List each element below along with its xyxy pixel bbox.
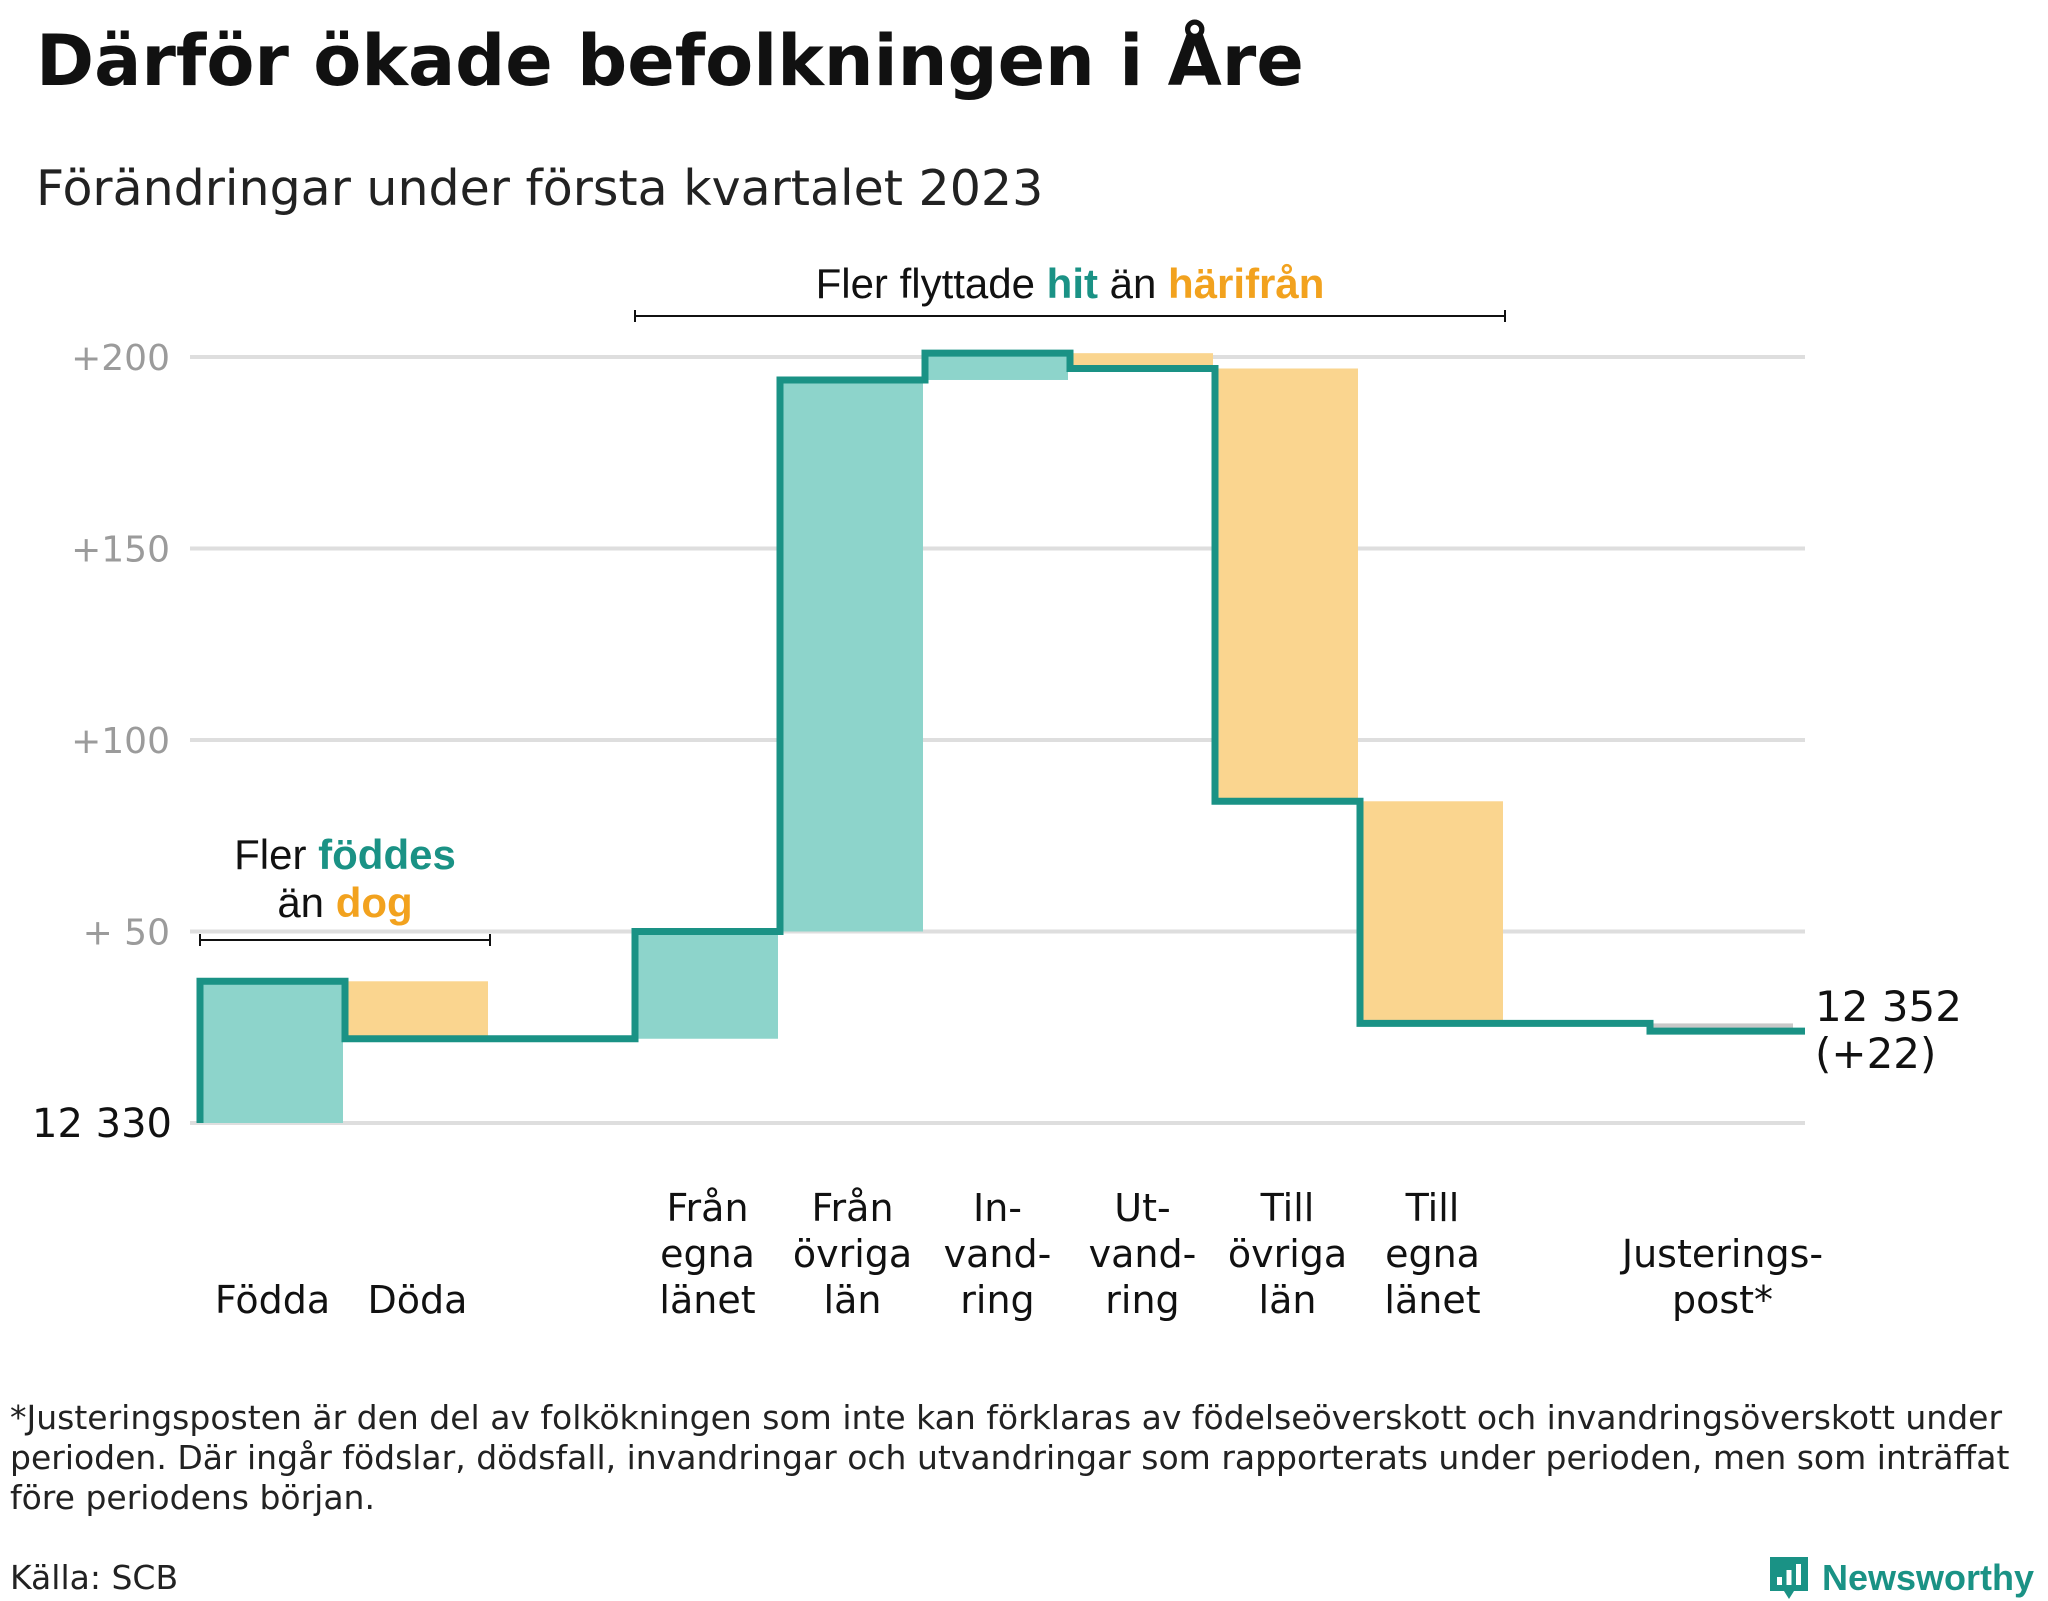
category-label: post* xyxy=(1672,1278,1773,1322)
waterfall-bar xyxy=(782,379,923,932)
category-label: Till xyxy=(1405,1186,1460,1230)
category-label: Från xyxy=(666,1186,748,1230)
waterfall-chart: +200 +150 +100 + 50 12 330 12 352(+22) Födda Dö… xyxy=(32,260,1962,1322)
category-label: övriga xyxy=(1228,1232,1347,1276)
annotation-text: Fler flyttade hit än härifrån xyxy=(816,260,1325,307)
category-label: länet xyxy=(659,1278,755,1322)
category-label: Till xyxy=(1260,1186,1315,1230)
category-label: ring xyxy=(1105,1278,1179,1322)
category-label: län xyxy=(1259,1278,1317,1322)
waterfall-bar xyxy=(1217,368,1358,802)
category-label: Justerings- xyxy=(1620,1232,1823,1276)
category-label: Från xyxy=(811,1186,893,1230)
end-change-label: (+22) xyxy=(1815,1029,1936,1078)
category-label: länet xyxy=(1384,1278,1480,1322)
chart-subtitle: Förändringar under första kvartalet 2023 xyxy=(36,160,1044,217)
waterfall-bar xyxy=(347,981,488,1039)
chart-title: Därför ökade befolkningen i Åre xyxy=(36,20,1304,102)
brand-name: Newsworthy xyxy=(1822,1557,2035,1598)
waterfall-bar xyxy=(1362,801,1503,1024)
y-tick-label: +150 xyxy=(71,530,170,571)
y-tick-label: +200 xyxy=(71,338,170,379)
waterfall-bar xyxy=(1072,353,1213,369)
cumulative-step-line xyxy=(196,349,1805,1123)
footnote: *Justeringsposten är den del av folkökni… xyxy=(10,1398,2010,1517)
category-label: egna xyxy=(1385,1232,1480,1276)
category-label: In- xyxy=(973,1186,1022,1230)
y-tick-label: +100 xyxy=(71,721,170,762)
category-label: ring xyxy=(960,1278,1034,1322)
category-label: Döda xyxy=(368,1278,468,1322)
waterfall-bar xyxy=(927,353,1068,380)
category-label: län xyxy=(824,1278,882,1322)
annotation-text: än dog xyxy=(277,879,412,926)
category-label: Födda xyxy=(215,1278,330,1322)
end-value-label: 12 352 xyxy=(1815,982,1962,1031)
start-value-label: 12 330 xyxy=(32,1101,172,1147)
category-label: vand- xyxy=(944,1232,1052,1276)
source-label: Källa: SCB xyxy=(10,1558,179,1597)
category-label: egna xyxy=(660,1232,755,1276)
y-tick-label: + 50 xyxy=(83,913,170,954)
category-label: övriga xyxy=(793,1232,912,1276)
annotation-text: Fler föddes xyxy=(234,831,456,878)
waterfall-bar xyxy=(637,931,778,1039)
category-label: vand- xyxy=(1089,1232,1197,1276)
waterfall-bar xyxy=(1652,1023,1793,1032)
brand-logo: Newsworthy xyxy=(1768,1555,2034,1601)
category-label: Ut- xyxy=(1114,1186,1170,1230)
waterfall-bar xyxy=(202,981,343,1123)
newsworthy-logo-icon xyxy=(1770,1557,1808,1599)
